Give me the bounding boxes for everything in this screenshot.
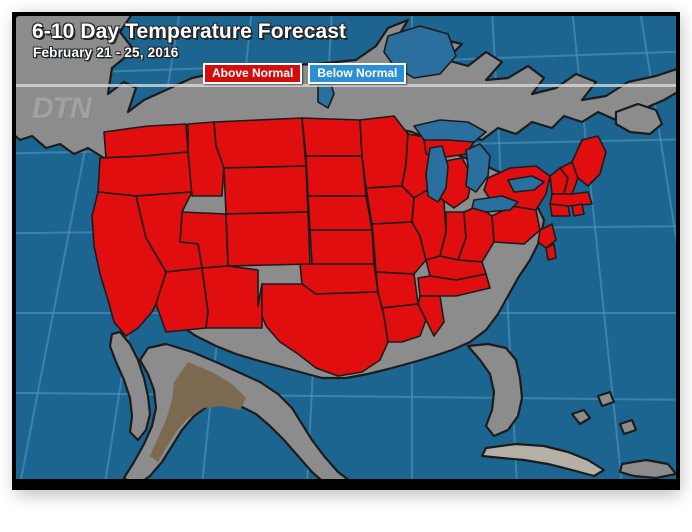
lake-michigan (425, 145, 449, 203)
state-california (91, 191, 167, 337)
lake-erie (471, 195, 519, 213)
region-newfoundland (614, 102, 664, 136)
legend-below-normal[interactable]: Below Normal (308, 63, 407, 84)
state-delaware (545, 243, 557, 261)
lake-ontario (507, 175, 545, 193)
region-florida (466, 342, 524, 438)
state-mississippi (417, 295, 445, 337)
state-connecticut (549, 203, 571, 217)
region-bahamas (596, 390, 616, 408)
region-mexico-terrain (150, 362, 246, 462)
map-frame: DTN 6-10 Day Temperature Forecast Februa… (12, 12, 680, 490)
weather-map[interactable]: DTN 6-10 Day Temperature Forecast Februa… (16, 16, 676, 479)
header-divider (16, 84, 676, 87)
region-cuba (480, 442, 606, 478)
region-bahamas (618, 418, 638, 436)
forecast-date-range: February 21 - 25, 2016 (33, 45, 179, 60)
legend-above-normal[interactable]: Above Normal (203, 63, 303, 84)
state-maine (571, 135, 607, 187)
state-new-mexico (201, 265, 263, 329)
state-texas (257, 283, 389, 377)
lake-superior (413, 119, 487, 143)
region-hispaniola (618, 458, 676, 479)
state-new-jersey (537, 223, 557, 249)
page-title: 6-10 Day Temperature Forecast (32, 20, 347, 43)
state-rhode-island (571, 203, 585, 217)
lake-huron (465, 143, 491, 193)
region-bahamas (570, 408, 592, 426)
region-baja (108, 330, 152, 442)
legend: Above Normal Below Normal (203, 63, 407, 84)
